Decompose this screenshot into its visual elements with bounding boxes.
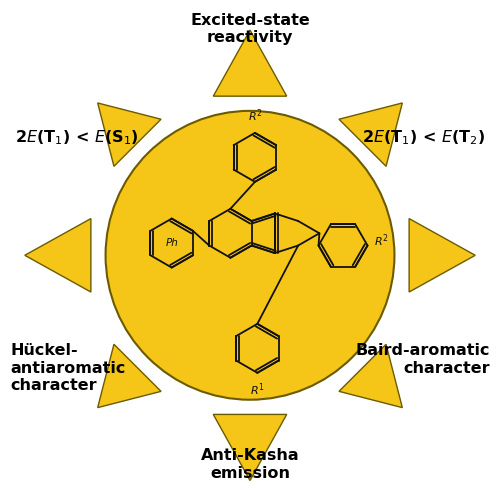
Text: Ph: Ph xyxy=(165,238,178,248)
Polygon shape xyxy=(98,103,161,166)
Text: Excited-state
reactivity: Excited-state reactivity xyxy=(190,13,310,45)
Text: $R^1$: $R^1$ xyxy=(250,382,264,398)
Text: Anti-Kasha
emission: Anti-Kasha emission xyxy=(200,448,300,481)
Polygon shape xyxy=(339,103,402,166)
Text: $R^2$: $R^2$ xyxy=(248,108,262,124)
Text: Hückel-
antiaromatic
character: Hückel- antiaromatic character xyxy=(10,343,126,393)
Text: Baird-aromatic
character: Baird-aromatic character xyxy=(356,343,490,376)
Polygon shape xyxy=(214,414,286,481)
Polygon shape xyxy=(409,218,475,292)
Text: 2$\it{E}$(T$_1$) < $\it{E}$(S$_1$): 2$\it{E}$(T$_1$) < $\it{E}$(S$_1$) xyxy=(15,129,138,147)
Circle shape xyxy=(106,111,395,400)
Text: 2$\it{E}$(T$_1$) < $\it{E}$(T$_2$): 2$\it{E}$(T$_1$) < $\it{E}$(T$_2$) xyxy=(362,129,485,147)
Polygon shape xyxy=(339,344,402,408)
Polygon shape xyxy=(25,218,91,292)
Text: $R^2$: $R^2$ xyxy=(374,232,389,249)
Polygon shape xyxy=(98,344,161,408)
Polygon shape xyxy=(214,30,286,96)
